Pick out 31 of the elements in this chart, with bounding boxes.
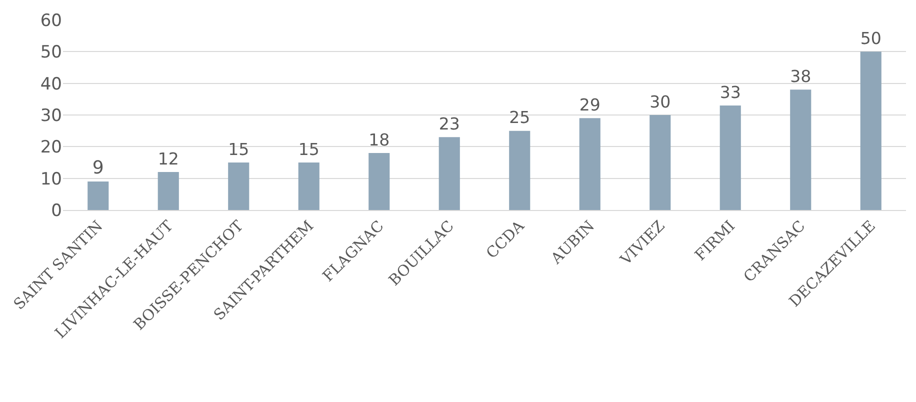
bar <box>368 153 390 210</box>
data-label: 12 <box>158 149 179 168</box>
data-label: 15 <box>298 140 320 159</box>
y-tick-label: 40 <box>40 74 62 94</box>
bar <box>650 115 671 210</box>
y-tick-label: 30 <box>40 106 62 126</box>
y-tick-label: 20 <box>40 138 62 158</box>
data-label: 33 <box>720 82 741 102</box>
bar <box>158 172 179 210</box>
data-label: 25 <box>509 108 530 128</box>
y-tick-label: 10 <box>40 169 62 190</box>
data-label: 9 <box>92 158 104 178</box>
y-tick-label: 60 <box>40 10 62 31</box>
data-label: 15 <box>228 140 250 159</box>
bar <box>579 118 600 210</box>
data-label: 18 <box>368 130 390 150</box>
bar <box>720 106 741 210</box>
data-label: 29 <box>579 96 600 115</box>
y-tick-label: 50 <box>40 42 62 63</box>
bar <box>509 130 530 210</box>
bar <box>438 137 460 210</box>
data-label: 50 <box>860 29 882 48</box>
data-label: 30 <box>650 92 671 112</box>
bar <box>228 162 250 210</box>
y-tick-label: 0 <box>51 200 62 221</box>
data-label: 38 <box>790 67 812 86</box>
bar <box>790 90 812 210</box>
bar <box>88 182 109 210</box>
data-label: 23 <box>438 114 460 134</box>
bar <box>298 162 320 210</box>
bar <box>860 52 882 210</box>
